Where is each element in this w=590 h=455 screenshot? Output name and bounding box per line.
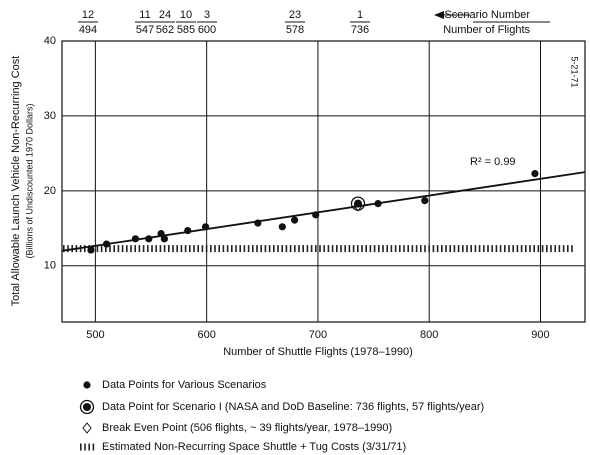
data-point-ring	[79, 399, 95, 415]
data-point	[145, 235, 153, 243]
data-point	[87, 246, 95, 254]
data-point	[254, 219, 262, 227]
data-point	[157, 229, 165, 238]
legend-label: Data Points for Various Scenarios	[102, 379, 267, 391]
scenario-number: 1	[357, 9, 363, 21]
data-point	[353, 199, 362, 208]
scenario-flights: 600	[198, 24, 216, 36]
data-point	[83, 403, 91, 411]
data-point	[83, 381, 91, 389]
x-tick-label: 800	[420, 329, 438, 341]
legend-label: Estimated Non-Recurring Space Shuttle + …	[102, 441, 406, 453]
y-axis-label: Total Allowable Launch Vehicle Non-Recur…	[10, 56, 22, 307]
data-point	[353, 200, 363, 212]
scenario-number: 10	[180, 9, 192, 21]
scenario-flights: 578	[286, 24, 304, 36]
data-point	[374, 200, 382, 208]
data-point	[102, 240, 111, 248]
data-point	[421, 197, 429, 205]
plot-frame	[61, 40, 586, 323]
data-point	[531, 170, 539, 178]
scenario-flights: 494	[79, 24, 97, 36]
data-point	[290, 216, 299, 224]
y-tick-label: 30	[44, 110, 56, 122]
legend-label: Data Point for Scenario I (NASA and DoD …	[102, 401, 484, 413]
data-point	[278, 223, 286, 231]
data-point	[201, 223, 210, 231]
fit-line	[61, 171, 586, 252]
header-flights: Number of Flights	[443, 24, 530, 36]
legend-label: Break Even Point (506 flights, ~ 39 flig…	[102, 422, 392, 434]
data-point	[184, 226, 192, 235]
x-tick-label: 700	[309, 329, 327, 341]
scenario-flights: 562	[156, 24, 174, 36]
y-tick-label: 10	[44, 260, 56, 272]
data-point	[160, 235, 168, 243]
scenario-flights: 585	[177, 24, 195, 36]
header-arrowhead	[434, 11, 444, 19]
scenario-number: 23	[289, 9, 301, 21]
data-point	[82, 422, 92, 434]
scenario-number: 3	[204, 9, 210, 21]
data-point	[312, 211, 320, 219]
x-tick-label: 500	[86, 329, 104, 341]
scenario-flights: 547	[136, 24, 154, 36]
date-stamp: 5-21-71	[570, 56, 580, 87]
scenario-flights: 736	[351, 24, 369, 36]
header-scenario: Scenario Number	[444, 9, 530, 21]
y-tick-label: 40	[44, 35, 56, 47]
y-axis-sublabel: (Billions of Undiscounted 1970 Dollars)	[24, 103, 34, 258]
fit-label: R² = 0.99	[470, 156, 516, 168]
x-axis-label: Number of Shuttle Flights (1978–1990)	[223, 346, 413, 358]
scenario-number: 12	[82, 9, 94, 21]
data-point	[131, 235, 140, 243]
scenario-number: 11	[139, 9, 150, 21]
x-tick-label: 600	[197, 329, 215, 341]
scenario-number: 24	[159, 9, 171, 21]
x-tick-label: 900	[531, 329, 549, 341]
y-tick-label: 20	[44, 185, 56, 197]
